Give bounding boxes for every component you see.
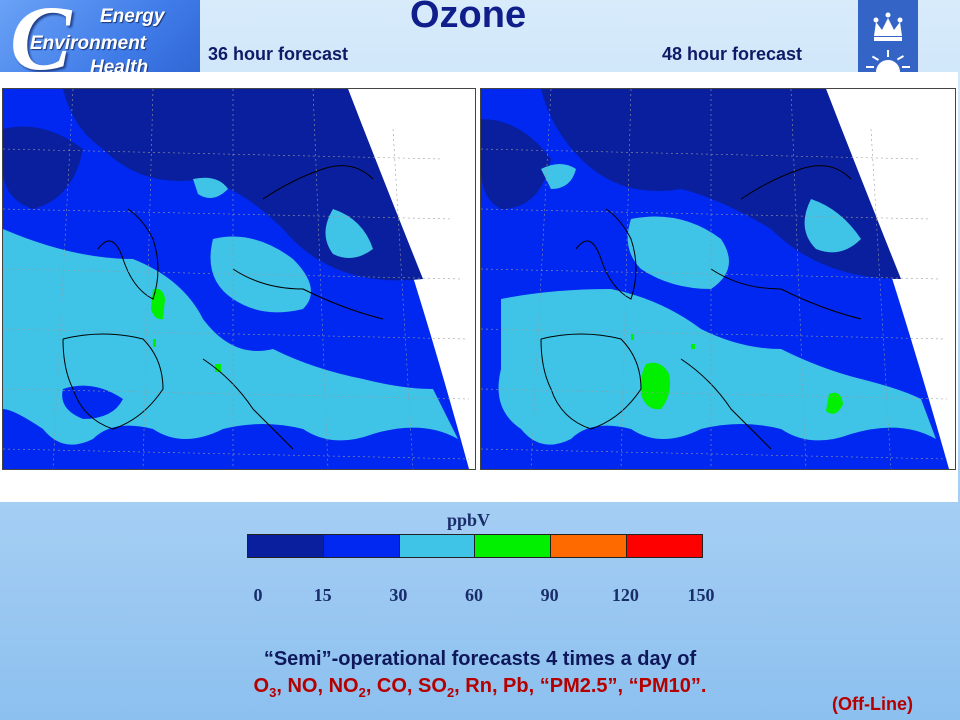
crown-sun-icon xyxy=(858,0,918,84)
caption-subscript: 2 xyxy=(446,685,455,700)
caption-text: , CO, SO xyxy=(365,675,447,697)
colorbar-tick-label: 120 xyxy=(611,585,639,605)
colorbar-cell xyxy=(551,535,628,557)
colorbar-tick-label: 60 xyxy=(465,585,483,605)
colorbar-cell xyxy=(399,535,476,557)
caption-line-1: “Semi”-operational forecasts 4 times a d… xyxy=(263,648,697,670)
colorbar-cell xyxy=(323,535,400,557)
colorbar-tick-label: 150 xyxy=(687,585,715,605)
colorbar-tick-label: 15 xyxy=(313,585,332,605)
caption-text: , NO, NO xyxy=(276,675,359,697)
caption-subscript: 3 xyxy=(269,685,277,700)
colorbar-cell xyxy=(475,535,552,557)
logo-word-energy: Energy xyxy=(100,6,165,27)
colorbar-tick-label: 0 xyxy=(253,585,263,605)
colorbar-unit-label: ppbV xyxy=(447,510,491,530)
logo-word-environment: Environment xyxy=(30,33,147,54)
offline-note: (Off-Line) xyxy=(832,694,913,714)
ozone-map-36h xyxy=(2,88,476,470)
colorbar-cell xyxy=(248,535,324,557)
ozone-map-48h xyxy=(480,88,956,470)
colorbar xyxy=(247,534,703,558)
colorbar-tick-label: 90 xyxy=(540,585,559,605)
caption-text: , Rn, Pb, “PM2.5”, “PM10”. xyxy=(454,675,707,697)
forecast-label-48h: 48 hour forecast xyxy=(662,44,803,64)
caption-line-2: O3, NO, NO2, CO, SO2, Rn, Pb, “PM2.5”, “… xyxy=(0,675,960,700)
page-title: Ozone xyxy=(410,0,527,36)
forecast-label-36h: 36 hour forecast xyxy=(208,44,349,64)
colorbar-cell xyxy=(627,535,702,557)
caption-subscript: 2 xyxy=(358,685,366,700)
logo-letter: C xyxy=(10,0,72,89)
colorbar-tick-label: 30 xyxy=(389,585,408,605)
caption-text: O xyxy=(253,675,270,697)
